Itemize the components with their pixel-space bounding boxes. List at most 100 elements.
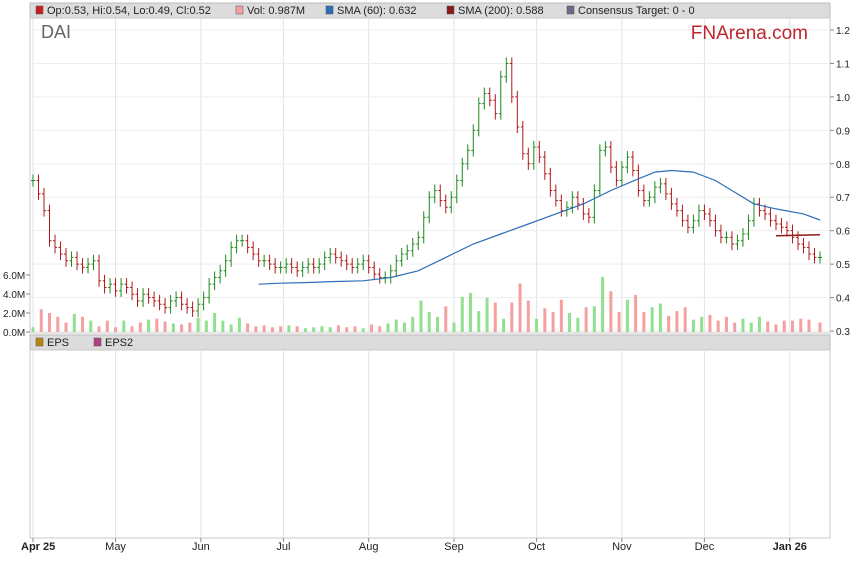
volume-bar: [246, 323, 250, 332]
volume-bar: [559, 299, 563, 332]
volume-bar: [741, 318, 745, 332]
legend-bar-bottom: [29, 334, 831, 351]
x-tick-label: May: [105, 541, 126, 553]
volume-bar: [72, 313, 76, 332]
volume-bar: [724, 316, 728, 332]
brand-logo: FNArena.com: [691, 23, 808, 44]
volume-bar: [757, 316, 761, 332]
candle: [636, 164, 641, 197]
candle: [757, 197, 762, 217]
candle: [267, 254, 272, 271]
price-tick-label: 0.8: [836, 160, 850, 171]
candle: [311, 258, 316, 274]
volume-bar: [180, 324, 184, 332]
candle: [504, 57, 509, 83]
candle: [350, 258, 355, 274]
sma60-line: [258, 169, 821, 285]
volume-bar: [287, 325, 291, 332]
candle: [212, 271, 217, 291]
candle: [575, 191, 580, 210]
candle: [790, 224, 795, 244]
price-axis: 1.2 1.1 1.0 0.9 0.8 0.7 0.6 0.5 0.4 0.3: [830, 26, 850, 338]
candle: [526, 147, 531, 170]
candle: [696, 204, 701, 227]
candle: [295, 261, 300, 277]
candle: [251, 241, 256, 261]
candle: [658, 177, 663, 194]
legend-label: SMA (60): 0.632: [337, 5, 417, 17]
candle: [421, 211, 426, 244]
candle: [652, 181, 657, 204]
candle: [58, 241, 63, 261]
volume-bar: [254, 326, 258, 332]
volume-tick-label: 4.0M: [3, 290, 25, 301]
volume-bar: [576, 317, 580, 332]
ticker-label: DAI: [41, 22, 71, 42]
candle: [531, 141, 536, 170]
legend-label: EPS: [47, 337, 69, 349]
candle: [75, 251, 80, 271]
candle: [333, 248, 338, 264]
legend-swatch: [35, 5, 44, 15]
candle: [229, 241, 234, 267]
volume-bar: [749, 322, 753, 332]
volume-bar: [320, 326, 324, 332]
candle: [784, 221, 789, 237]
candle: [289, 258, 294, 274]
legend-label: Op:0.53, Hi:0.54, Lo:0.49, Cl:0.52: [47, 5, 211, 17]
volume-bar: [270, 327, 274, 332]
volume-bar: [171, 323, 175, 332]
candle: [394, 254, 399, 277]
volume-bar: [378, 326, 382, 332]
candle: [113, 278, 118, 297]
legend-top: Op:0.53, Hi:0.54, Lo:0.49, Cl:0.52 Vol: 0…: [35, 5, 695, 17]
candle: [124, 278, 129, 294]
candle: [284, 258, 289, 274]
candle: [801, 238, 806, 254]
volume-bar: [493, 302, 497, 332]
volume-bar: [790, 320, 794, 332]
candle: [438, 184, 443, 207]
volume-bar: [361, 328, 365, 332]
candle: [663, 177, 668, 200]
candle: [630, 151, 635, 177]
x-tick-label: Dec: [695, 541, 715, 553]
candle: [234, 234, 239, 254]
candle: [746, 214, 751, 241]
volume-bar: [48, 313, 52, 332]
candle: [779, 217, 784, 234]
x-tick-label: Oct: [528, 541, 545, 553]
volume-bar: [477, 311, 481, 332]
candle: [515, 90, 520, 134]
volume-bar: [642, 312, 646, 332]
volume-bar: [592, 306, 596, 332]
legend-bottom: EPS EPS2: [35, 337, 133, 349]
volume-bar: [237, 317, 241, 332]
volume-bar: [634, 294, 638, 332]
candle: [553, 184, 558, 207]
candle: [818, 251, 822, 264]
volume-bar: [336, 325, 340, 332]
price-tick-label: 1.1: [836, 59, 850, 70]
candle: [487, 87, 492, 107]
volume-bar: [568, 313, 572, 332]
volume-bar: [130, 326, 134, 332]
candle: [300, 261, 305, 277]
candle: [619, 161, 624, 187]
candle: [471, 124, 476, 157]
legend-label: SMA (200): 0.588: [458, 5, 544, 17]
volume-bar: [510, 302, 514, 332]
candle: [399, 248, 404, 267]
candle: [482, 87, 487, 110]
volume-bar: [279, 326, 283, 332]
candle: [108, 278, 113, 294]
candle: [190, 301, 195, 317]
sma200-line: [775, 233, 821, 237]
legend-label: Consensus Target: 0 - 0: [578, 5, 695, 17]
eps-panel: [29, 349, 831, 539]
candle: [119, 278, 124, 297]
volume-bar: [436, 316, 440, 332]
volume-bar: [708, 314, 712, 332]
candle: [135, 288, 140, 307]
candle: [493, 94, 498, 120]
